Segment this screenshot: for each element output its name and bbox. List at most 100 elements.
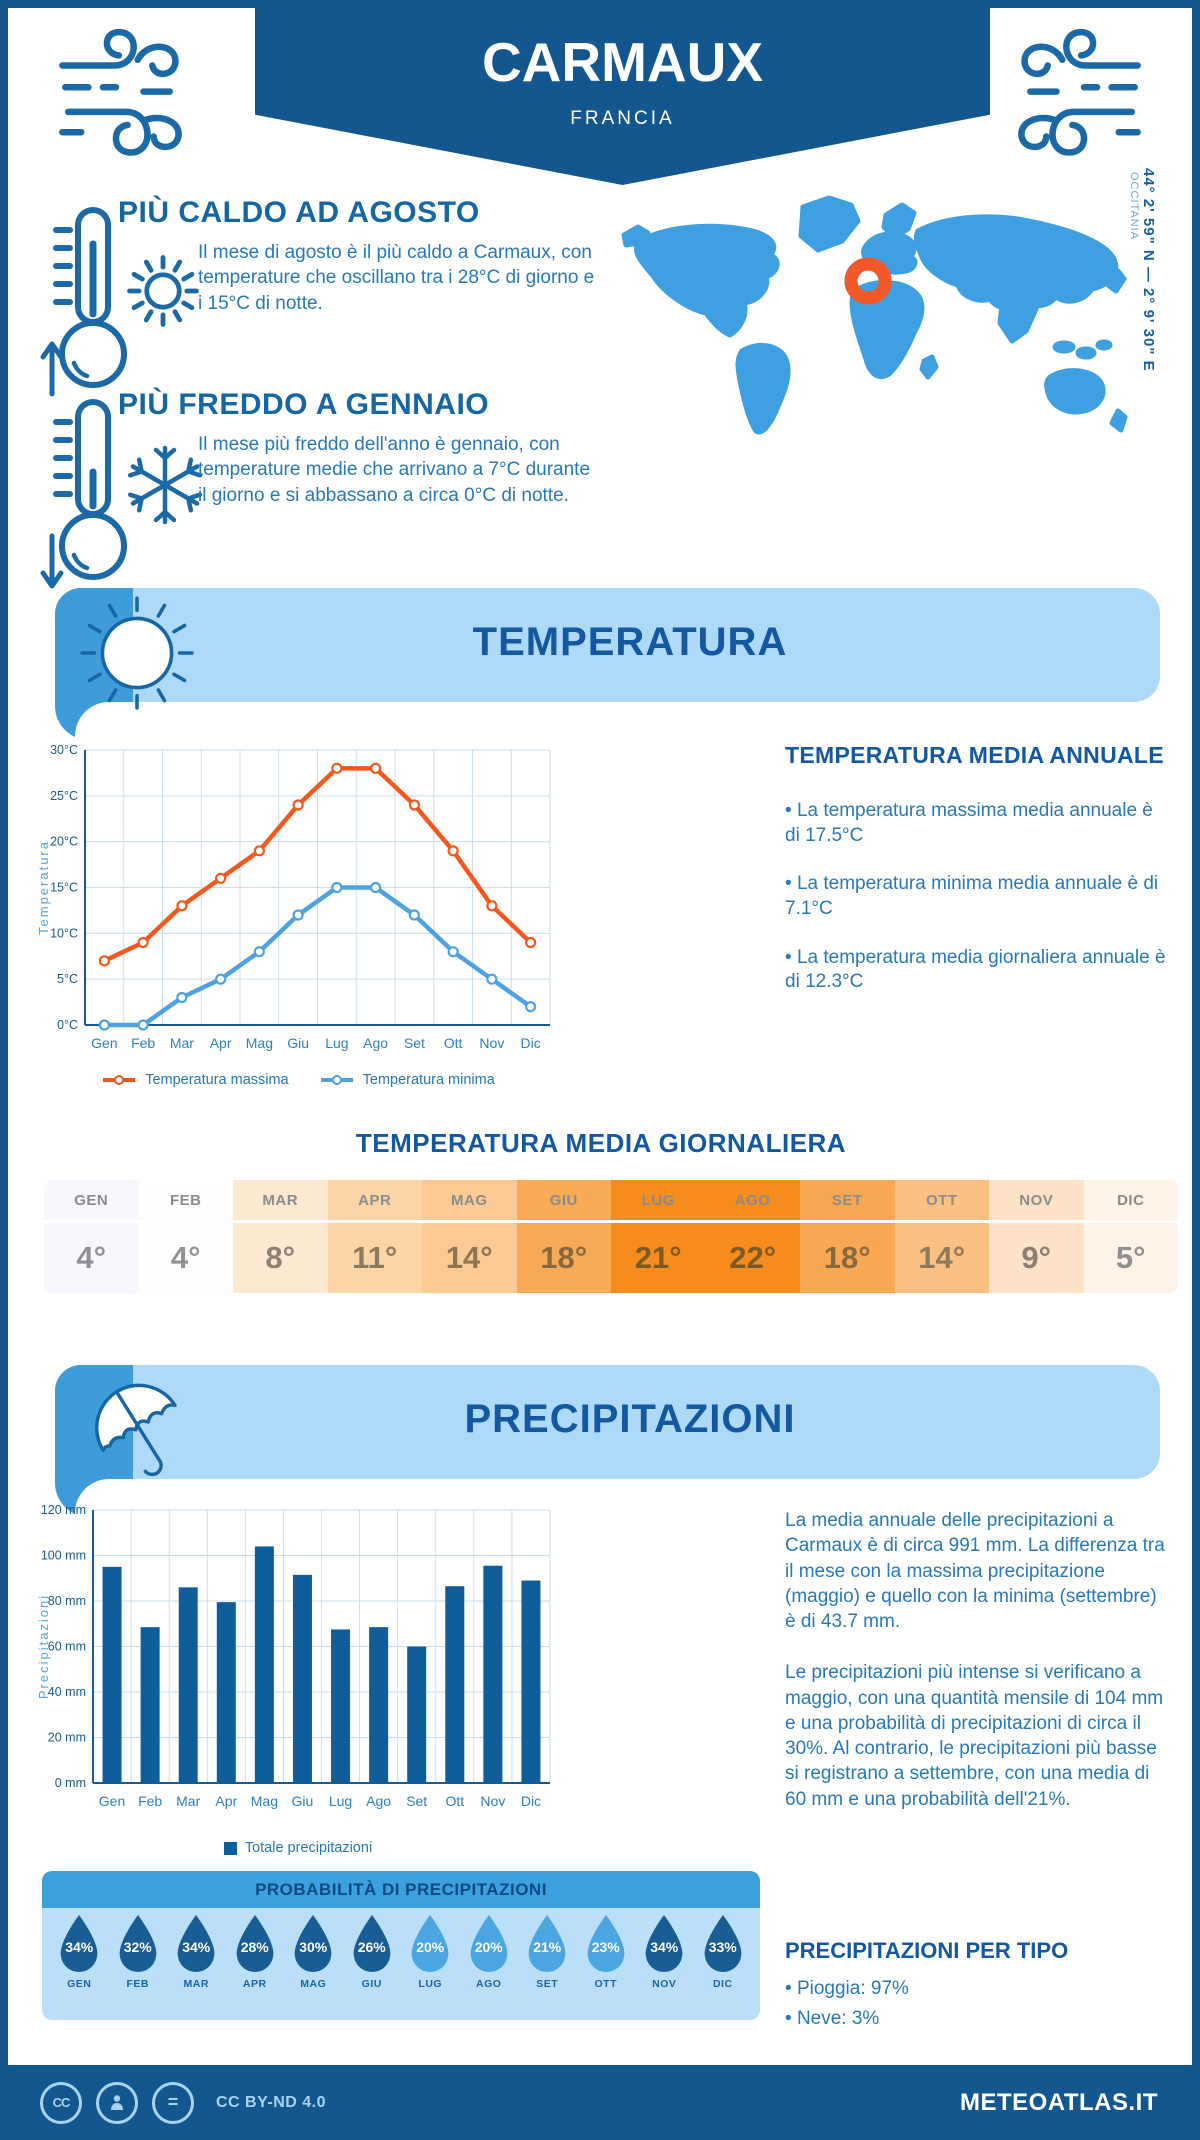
- temp-table-value: 14°: [894, 1223, 989, 1293]
- svg-text:60 mm: 60 mm: [48, 1640, 86, 1654]
- annual-temperature-title: TEMPERATURA MEDIA ANNUALE: [785, 742, 1164, 768]
- temp-table-value: 8°: [233, 1223, 328, 1293]
- location-marker: [844, 257, 892, 305]
- temperature-section-title: TEMPERATURA: [472, 620, 788, 664]
- svg-text:0 mm: 0 mm: [55, 1776, 86, 1790]
- precipitation-by-type: PRECIPITAZIONI PER TIPO Pioggia: 97% Nev…: [785, 1938, 1165, 2035]
- rain-probability-droplet-gen: 34% GEN: [51, 1914, 107, 1990]
- probability-month: GIU: [361, 1978, 382, 1990]
- site-name: METEOATLAS.IT: [959, 2088, 1158, 2116]
- temp-table-column-lug: LUG 21°: [611, 1180, 706, 1293]
- probability-month: SET: [536, 1978, 559, 1990]
- daily-temperature-table: GEN 4° FEB 4° MAR 8° APR 11° MAG 14° GIU 18° LUG 21° A…: [44, 1180, 1178, 1293]
- temp-table-value: 22°: [705, 1223, 800, 1293]
- temp-table-value: 4°: [44, 1223, 139, 1293]
- umbrella-icon: [95, 1383, 177, 1477]
- temp-table-month: SET: [800, 1180, 895, 1220]
- rain-probability-droplet-dic: 33% DIC: [695, 1914, 751, 1990]
- license-label: CC BY-ND 4.0: [216, 2093, 327, 2111]
- probability-panel: PROBABILITÀ DI PRECIPITAZIONI 34% GEN 32…: [42, 1871, 760, 2020]
- svg-text:Gen: Gen: [99, 1793, 125, 1809]
- thermometer-up-icon: [40, 207, 127, 397]
- rain-probability-droplet-apr: 28% APR: [227, 1914, 283, 1990]
- svg-text:Set: Set: [406, 1793, 427, 1809]
- svg-text:25°C: 25°C: [50, 789, 78, 803]
- hottest-text: Il mese di agosto è il più caldo a Carma…: [198, 242, 595, 314]
- svg-text:Apr: Apr: [210, 1035, 232, 1051]
- svg-text:0°C: 0°C: [57, 1018, 78, 1032]
- svg-text:20°C: 20°C: [50, 835, 78, 849]
- svg-text:Dic: Dic: [521, 1793, 541, 1809]
- probability-month: AGO: [476, 1978, 502, 1990]
- droplet-icon: [470, 1914, 508, 1972]
- temp-table-value: 18°: [800, 1223, 895, 1293]
- rain-probability-droplet-mag: 30% MAG: [285, 1914, 341, 1990]
- coordinates-label: 44° 2' 59" N — 2° 9' 30" E: [1140, 168, 1157, 372]
- probability-value: 34%: [182, 1939, 211, 1955]
- svg-text:Ott: Ott: [445, 1793, 464, 1809]
- temp-table-month: MAR: [233, 1180, 328, 1220]
- temp-table-column-gen: GEN 4°: [44, 1180, 139, 1293]
- temp-table-column-ago: AGO 22°: [705, 1180, 800, 1293]
- svg-text:Precipitazioni: Precipitazioni: [38, 1594, 51, 1699]
- temp-table-month: APR: [327, 1180, 422, 1220]
- daily-temperature-title: TEMPERATURA MEDIA GIORNALIERA: [355, 1128, 847, 1158]
- by-type-title: PRECIPITAZIONI PER TIPO: [785, 1938, 1069, 1963]
- probability-month: FEB: [126, 1978, 149, 1990]
- droplet-icon: [353, 1914, 391, 1972]
- band-curl: [75, 1479, 1160, 1521]
- temp-table-column-nov: NOV 9°: [989, 1180, 1084, 1293]
- probability-value: 33%: [708, 1939, 737, 1955]
- probability-month: DIC: [712, 1978, 733, 1990]
- precipitation-section-title: PRECIPITAZIONI: [464, 1397, 796, 1441]
- probability-droplets: 34% GEN 32% FEB 34% MAR 28% APR 30% MAG …: [42, 1908, 760, 2020]
- thermometer-down-icon: [40, 399, 127, 589]
- temp-table-month: NOV: [989, 1180, 1084, 1220]
- temp-table-month: LUG: [611, 1180, 706, 1220]
- svg-text:Giu: Giu: [292, 1793, 314, 1809]
- temp-table-month: GEN: [44, 1180, 139, 1220]
- temp-table-value: 4°: [138, 1223, 233, 1293]
- temp-table-value: 18°: [516, 1223, 611, 1293]
- droplet-icon: [60, 1914, 98, 1972]
- precipitation-text-panel: La media annuale delle precipitazioni a …: [785, 1508, 1167, 1838]
- svg-text:Nov: Nov: [480, 1793, 505, 1809]
- temp-table-column-apr: APR 11°: [327, 1180, 422, 1293]
- page-subtitle: FRANCIA: [570, 108, 675, 129]
- precipitation-bar-chart-svg: 0 mm 20 mm 40 mm 60 mm 80 mm 100 mm 120 mm Gen F…: [36, 1503, 551, 1809]
- svg-text:Ago: Ago: [363, 1035, 388, 1051]
- sun-band-icon: [80, 596, 194, 710]
- rain-probability-droplet-set: 21% SET: [519, 1914, 575, 1990]
- temp-table-value: 14°: [422, 1223, 517, 1293]
- wind-icon: [1018, 28, 1141, 156]
- svg-text:Apr: Apr: [215, 1793, 237, 1809]
- highlight-hottest: PIÙ CALDO AD AGOSTO Il mese di agosto è …: [40, 196, 620, 397]
- temp-table-column-giu: GIU 18°: [516, 1180, 611, 1293]
- legend-item: Temperatura massima: [101, 1072, 289, 1088]
- coordinates-block: OCCITANIA 44° 2' 59" N — 2° 9' 30" E: [1128, 168, 1157, 508]
- cc-icon: CC: [40, 2081, 82, 2124]
- probability-value: 32%: [123, 1939, 152, 1955]
- probability-title: PROBABILITÀ DI PRECIPITAZIONI: [42, 1871, 760, 1908]
- svg-text:100 mm: 100 mm: [41, 1549, 86, 1563]
- svg-text:Lug: Lug: [325, 1035, 348, 1051]
- temp-table-value: 21°: [611, 1223, 706, 1293]
- rain-probability-droplet-mar: 34% MAR: [168, 1914, 224, 1990]
- droplet-icon: [411, 1914, 449, 1972]
- droplet-icon: [177, 1914, 215, 1972]
- sun-icon: [127, 255, 199, 327]
- probability-value: 26%: [357, 1939, 386, 1955]
- highlight-coldest: PIÙ FREDDO A GENNAIO Il mese più freddo …: [40, 388, 620, 589]
- legend-item: Totale precipitazioni: [223, 1840, 372, 1856]
- svg-text:10°C: 10°C: [50, 926, 78, 940]
- no-derivatives-icon: =: [152, 2081, 194, 2124]
- probability-value: 34%: [65, 1939, 94, 1955]
- temperature-chart: 0°C 5°C 10°C 15°C 20°C 25°C 30°C Gen Feb Mar Apr Ma…: [36, 738, 558, 1068]
- temp-table-value: 11°: [327, 1223, 422, 1293]
- svg-text:Ago: Ago: [366, 1793, 391, 1809]
- probability-value: 21%: [533, 1939, 562, 1955]
- droplet-icon: [236, 1914, 274, 1972]
- temp-table-month: FEB: [138, 1180, 233, 1220]
- svg-text:30°C: 30°C: [50, 743, 78, 757]
